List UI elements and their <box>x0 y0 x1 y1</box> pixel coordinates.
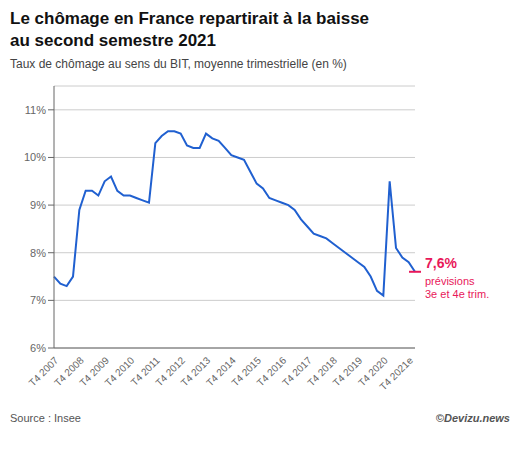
html-text:au second semestre 2021: au second semestre 2021 <box>10 31 216 50</box>
svg-text:3e et 4e trim.: 3e et 4e trim. <box>425 288 489 300</box>
svg-text:T4 2010: T4 2010 <box>102 354 137 389</box>
svg-text:11%: 11% <box>25 104 46 116</box>
html-text:Source : Insee: Source : Insee <box>10 412 81 424</box>
svg-text:T4 2018: T4 2018 <box>305 354 340 389</box>
svg-text:6%: 6% <box>30 342 46 354</box>
svg-text:T4 2020: T4 2020 <box>356 354 390 389</box>
svg-text:T4 2007: T4 2007 <box>26 354 61 389</box>
svg-text:7,6%: 7,6% <box>425 255 457 271</box>
svg-text:T4 2008: T4 2008 <box>52 354 86 389</box>
html-text:©Devizu.news: ©Devizu.news <box>435 412 510 424</box>
svg-text:T4 2014: T4 2014 <box>204 354 238 389</box>
svg-text:10%: 10% <box>24 151 46 163</box>
svg-text:7%: 7% <box>30 294 46 306</box>
html-text:Taux de chômage au sens du BIT: Taux de chômage au sens du BIT, moyenne … <box>10 57 347 71</box>
svg-text:T4 2021e: T4 2021e <box>377 354 415 392</box>
svg-text:T4 2015: T4 2015 <box>229 354 264 389</box>
svg-text:T4 2016: T4 2016 <box>254 354 289 389</box>
svg-text:T4 2011: T4 2011 <box>128 354 162 388</box>
svg-text:T4 2017: T4 2017 <box>280 354 314 389</box>
svg-text:prévisions: prévisions <box>425 275 475 287</box>
html-text:Le chômage en France repartira: Le chômage en France repartirait à la ba… <box>10 9 369 28</box>
svg-text:9%: 9% <box>30 199 46 211</box>
svg-text:T4 2009: T4 2009 <box>77 354 112 389</box>
svg-text:T4 2019: T4 2019 <box>330 354 365 389</box>
svg-text:8%: 8% <box>30 247 46 259</box>
svg-text:T4 2013: T4 2013 <box>178 354 213 389</box>
svg-text:T4 2012: T4 2012 <box>153 354 188 389</box>
